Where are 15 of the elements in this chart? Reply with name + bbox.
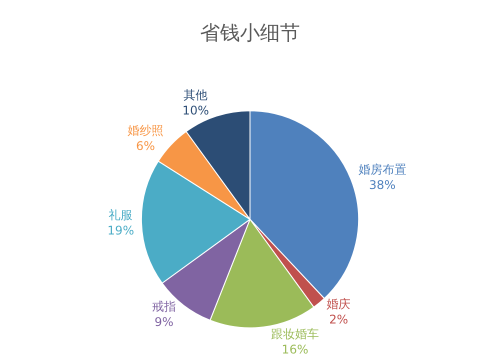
slice-label: 礼服 xyxy=(108,208,133,222)
slice-label: 婚纱照 xyxy=(127,123,164,138)
data-label: 10% xyxy=(182,103,210,118)
data-label: 2% xyxy=(329,312,348,327)
slice-label: 婚庆 xyxy=(326,296,351,311)
slice-label: 婚房布置 xyxy=(358,162,406,177)
slice-label: 其他 xyxy=(184,88,208,102)
data-label: 19% xyxy=(107,224,134,238)
chart-title: 省钱小细节 xyxy=(200,20,300,44)
slice-label: 戒指 xyxy=(152,300,176,314)
data-label: 38% xyxy=(369,178,396,192)
data-label: 16% xyxy=(282,342,308,356)
slice-label: 跟妆婚车 xyxy=(271,326,320,341)
data-label: 6% xyxy=(136,138,155,153)
data-label: 9% xyxy=(154,315,174,330)
